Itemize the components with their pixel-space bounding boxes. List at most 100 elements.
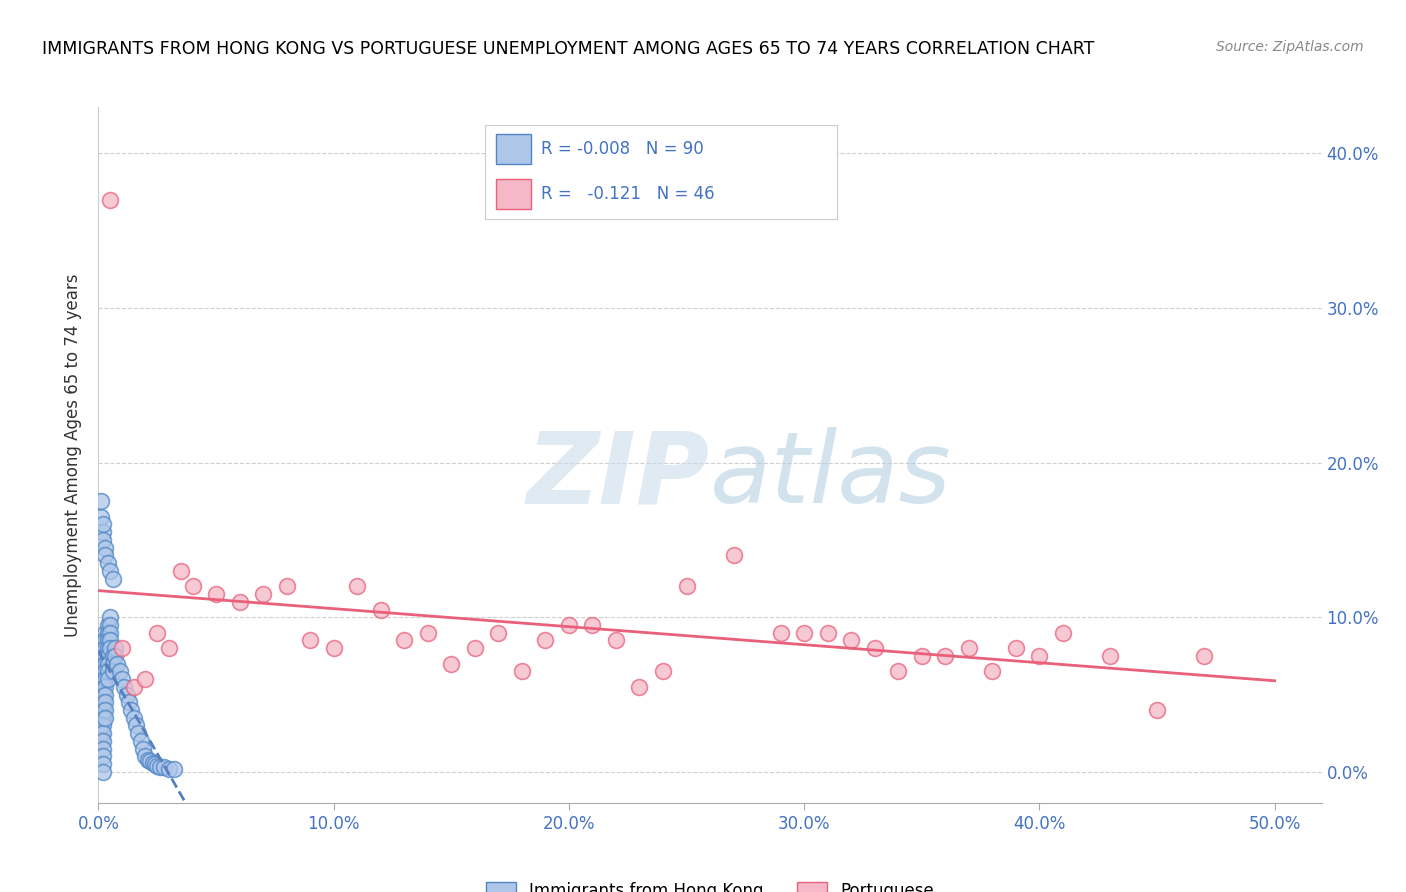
Point [346,579,368,593]
Point [132,741,155,756]
Point [205,587,228,601]
Bar [495,179,531,210]
Point [440,657,463,671]
Point [94,665,117,679]
Point [146,625,169,640]
Point [94,672,117,686]
Point [90,703,112,717]
Point [94,688,117,702]
Point [91,749,114,764]
Point [97,625,120,640]
Point [370,602,392,616]
Point [94,641,117,656]
Point [91,688,114,702]
Point [111,672,134,686]
Point [863,641,886,656]
Point [887,665,910,679]
Point [534,633,557,648]
Point [125,718,148,732]
Point [91,657,114,671]
Text: R = -0.008   N = 90: R = -0.008 N = 90 [541,140,704,158]
Text: IMMIGRANTS FROM HONG KONG VS PORTUGUESE UNEMPLOYMENT AMONG AGES 65 TO 74 YEARS C: IMMIGRANTS FROM HONG KONG VS PORTUGUESE … [42,40,1094,58]
Point [91,757,114,772]
Point [97,556,120,570]
Point [1028,648,1050,663]
Point [120,703,142,717]
Point [94,703,117,717]
Point [1098,648,1121,663]
Text: ZIP: ZIP [527,427,710,524]
Point [97,648,120,663]
Point [97,672,120,686]
Point [486,625,509,640]
Point [90,494,112,508]
Point [94,657,117,671]
Point [1052,625,1074,640]
Point [91,648,114,663]
Point [91,741,114,756]
Point [793,625,815,640]
Point [817,625,839,640]
Point [90,665,112,679]
Point [94,541,117,555]
Point [105,657,128,671]
Point [91,641,114,656]
Point [1192,648,1215,663]
Point [322,641,344,656]
Point [90,726,112,740]
Point [228,595,250,609]
Point [170,564,193,578]
Point [97,665,120,679]
Point [94,625,117,640]
Point [94,549,117,563]
Point [957,641,980,656]
Text: R =   -0.121   N = 46: R = -0.121 N = 46 [541,186,714,203]
Point [111,641,134,656]
Point [91,718,114,732]
Point [143,757,166,772]
Point [94,648,117,663]
Point [129,734,152,748]
Point [91,726,114,740]
Point [97,641,120,656]
Point [416,625,439,640]
Point [115,688,138,702]
Point [127,726,149,740]
Point [90,695,112,709]
Point [94,680,117,694]
Text: Source: ZipAtlas.com: Source: ZipAtlas.com [1216,40,1364,54]
Point [90,509,112,524]
Point [94,695,117,709]
Point [104,641,127,656]
Point [98,610,121,624]
Point [98,618,121,632]
Point [97,633,120,648]
Point [652,665,675,679]
Point [122,711,145,725]
Point [1146,703,1168,717]
Point [90,734,112,748]
Point [675,579,697,593]
Point [91,665,114,679]
Point [112,680,135,694]
Point [628,680,651,694]
Point [581,618,603,632]
Point [101,572,124,586]
Point [90,680,112,694]
Point [90,688,112,702]
Point [94,711,117,725]
Point [723,549,745,563]
Point [118,695,141,709]
Point [90,672,112,686]
Point [98,625,121,640]
Point [934,648,956,663]
Point [510,665,533,679]
Point [136,752,159,766]
Point [605,633,627,648]
Point [146,758,169,772]
Point [91,533,114,547]
Point [769,625,792,640]
Point [98,641,121,656]
Point [97,657,120,671]
Point [911,648,934,663]
